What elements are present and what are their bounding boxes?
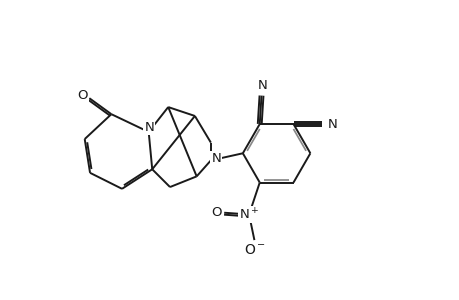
Text: N: N [327, 118, 337, 130]
Text: O: O [249, 244, 260, 256]
Text: N: N [257, 79, 267, 92]
Text: N: N [211, 152, 221, 165]
Text: O$^-$: O$^-$ [244, 243, 266, 257]
Text: O: O [78, 89, 88, 102]
Text: O: O [211, 206, 221, 219]
Text: N$^+$: N$^+$ [238, 207, 259, 222]
Text: N: N [144, 121, 154, 134]
